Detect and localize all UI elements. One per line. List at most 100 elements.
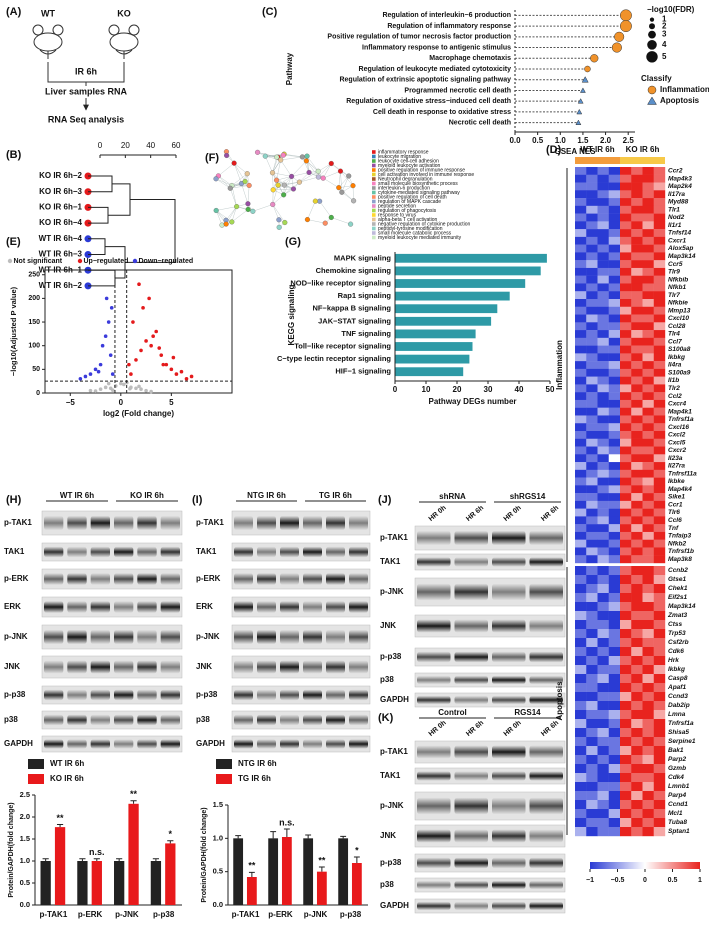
- heatmap-cell: [586, 392, 598, 401]
- legend-title: −log10(FDR): [647, 5, 695, 14]
- legend-label: regulation of MAPK cascade: [378, 199, 441, 205]
- heatmap-cell: [575, 345, 587, 354]
- legend-label: Apoptosis: [660, 96, 700, 105]
- edge: [302, 156, 310, 173]
- bar: [246, 877, 257, 905]
- row-label: GAPDH: [4, 739, 33, 748]
- heatmap-cell: [653, 477, 666, 486]
- heatmap-cell: [575, 500, 587, 509]
- y-tick-label: NOD−like receptor signaling: [290, 278, 391, 287]
- heatmap-cell: [575, 368, 587, 377]
- gene-label: Tuba8: [668, 819, 687, 826]
- panel-label: (A): [6, 6, 22, 18]
- row-label: JNK: [380, 621, 396, 630]
- edge: [283, 176, 292, 195]
- heatmap-cell: [631, 368, 643, 377]
- heatmap-cell: [597, 306, 609, 315]
- heatmap-cell: [608, 423, 621, 432]
- heatmap-cell: [586, 454, 598, 463]
- heatmap-cell: [653, 773, 666, 783]
- blot-band: [417, 901, 451, 911]
- heatmap-cell: [631, 454, 643, 463]
- blot-band: [90, 515, 110, 531]
- network-node: [336, 185, 342, 191]
- network-node: [328, 160, 334, 167]
- point: [109, 306, 114, 310]
- heatmap-cell: [608, 728, 621, 738]
- blot-band: [67, 629, 87, 645]
- heatmap-cell: [586, 174, 598, 183]
- heatmap-cell: [597, 361, 609, 370]
- heatmap-cell: [620, 462, 632, 471]
- y-tick-label: 0.0: [213, 900, 223, 909]
- heatmap-cell: [608, 602, 621, 612]
- heatmap-cell: [653, 267, 666, 276]
- heatmap-cell: [631, 415, 643, 424]
- heatmap-cell: [608, 755, 621, 765]
- gene-label: Ikbkg: [668, 666, 685, 673]
- heatmap-cell: [631, 683, 643, 693]
- blot-band: [492, 901, 526, 911]
- x-tick-label: 0.0: [509, 136, 521, 145]
- heatmap-cell: [653, 593, 666, 603]
- marker: [577, 98, 584, 104]
- edge: [338, 171, 341, 188]
- heatmap-cell: [608, 446, 621, 455]
- blot-band: [492, 771, 526, 781]
- blot-band: [417, 651, 451, 663]
- gene-label: Apaf1: [667, 684, 686, 691]
- heatmap-cell: [575, 524, 587, 533]
- point: [164, 362, 169, 367]
- y-tick-label: 150: [28, 319, 40, 326]
- heatmap-cell: [575, 665, 587, 675]
- heatmap-cell: [586, 167, 598, 175]
- heatmap-cell: [642, 454, 654, 463]
- heatmap-cell: [586, 566, 598, 576]
- heatmap-cell: [608, 198, 621, 207]
- heatmap-cell: [586, 322, 598, 331]
- heatmap-cell: [642, 399, 654, 408]
- heatmap-cell: [631, 244, 643, 253]
- heatmap-cell: [631, 728, 643, 738]
- y-tick-label: 100: [28, 343, 40, 350]
- heatmap-cell: [575, 283, 587, 292]
- blot-band: [257, 714, 276, 726]
- heatmap-cell: [586, 629, 598, 639]
- heatmap-cell: [642, 809, 654, 819]
- gene-label: Tnfrsf1a: [668, 720, 694, 727]
- heatmap-cell: [575, 531, 587, 540]
- gene-label: Ctss: [668, 621, 682, 628]
- heatmap-cell: [597, 584, 609, 594]
- edge: [280, 156, 303, 161]
- heatmap-cell: [608, 221, 621, 230]
- heatmap-cell: [653, 701, 666, 711]
- error-bar: [318, 866, 325, 872]
- blot-band: [454, 829, 488, 843]
- heatmap-cell: [620, 477, 632, 486]
- point: [141, 306, 145, 310]
- heatmap-cell: [631, 477, 643, 486]
- heatmap-cell: [642, 719, 654, 729]
- heatmap-cell: [631, 252, 643, 261]
- heatmap-cell: [597, 493, 609, 502]
- heatmap-cell: [653, 524, 666, 533]
- heatmap-cell: [631, 213, 643, 222]
- x-tick-label: −5: [66, 398, 76, 407]
- heatmap-cell: [586, 283, 598, 292]
- gene-label: Ccl2: [668, 393, 682, 400]
- colorbar-label: −1: [586, 877, 594, 884]
- heatmap-cell: [620, 361, 632, 370]
- heatmap-cell: [642, 244, 654, 253]
- heatmap-cell: [653, 205, 666, 214]
- row-label: p-TAK1: [380, 747, 408, 756]
- heatmap-cell: [620, 620, 632, 630]
- heatmap-cell: [620, 782, 632, 792]
- heatmap-cell: [608, 275, 621, 284]
- y-tick-label: 2.5: [20, 790, 30, 799]
- x-tick-label: p-JNK: [115, 910, 139, 919]
- heatmap-cell: [597, 415, 609, 424]
- bar: [233, 838, 244, 905]
- heatmap-cell: [653, 791, 666, 801]
- heatmap-cell: [631, 229, 643, 238]
- heatmap-cell: [597, 345, 609, 354]
